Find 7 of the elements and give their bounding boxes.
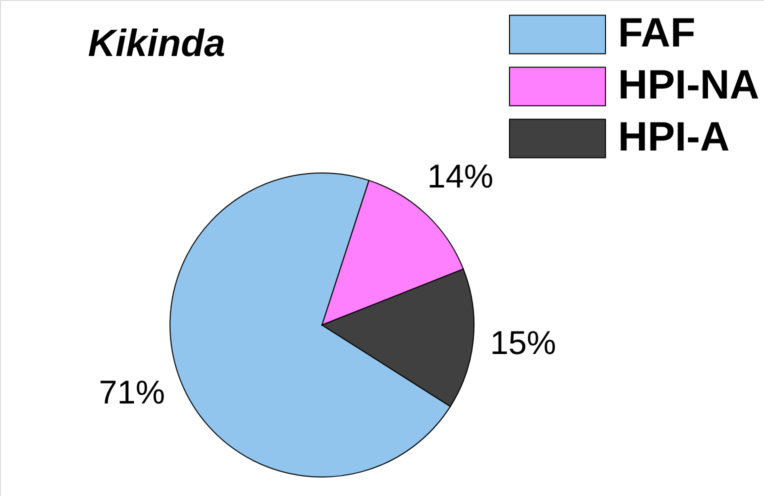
chart-title: Kikinda: [88, 23, 226, 65]
data-label: 15%: [490, 324, 556, 362]
legend-label: HPI-NA: [618, 62, 760, 108]
legend-label: HPI-A: [618, 114, 730, 160]
data-label: 14%: [427, 158, 494, 195]
legend-label: FAF: [618, 10, 696, 56]
data-label: 71%: [98, 373, 165, 410]
